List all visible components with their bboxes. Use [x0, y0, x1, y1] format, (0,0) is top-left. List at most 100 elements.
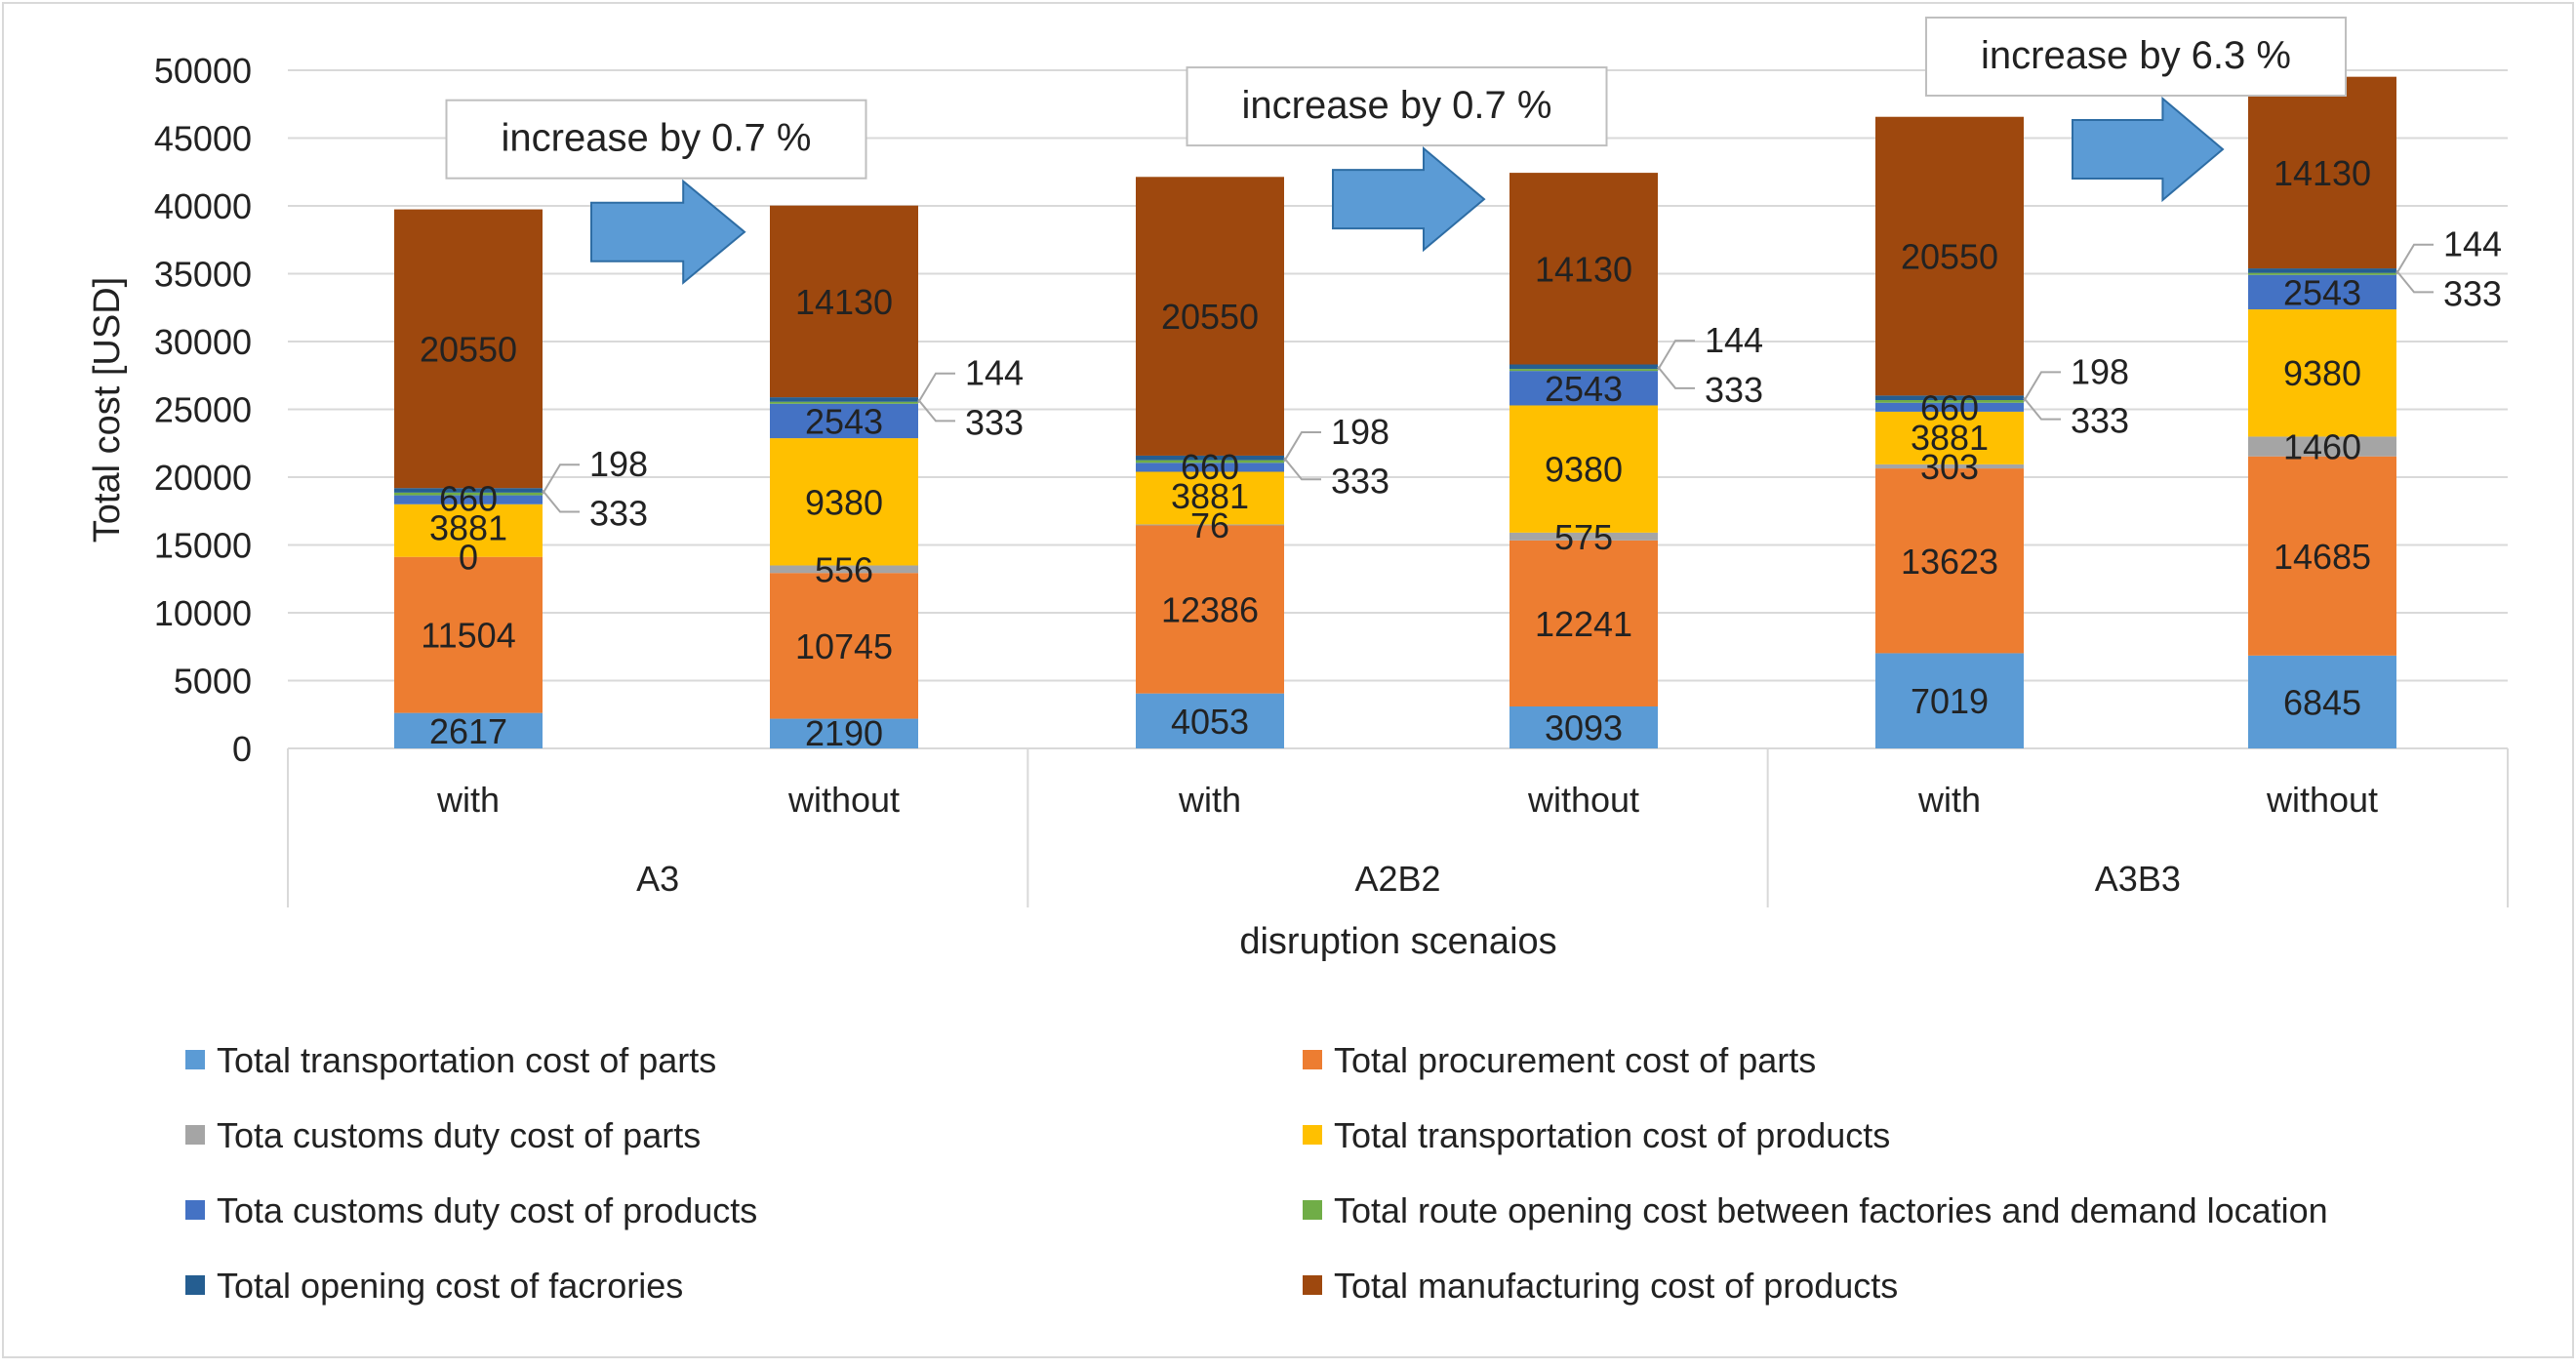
legend-swatch	[185, 1125, 205, 1145]
data-label: 20550	[1901, 237, 1998, 277]
callout-line	[542, 489, 580, 513]
bar-segment	[394, 503, 543, 557]
annotation-text: increase by 0.7 %	[502, 117, 812, 160]
y-tick-label: 40000	[154, 186, 252, 226]
callouts: 198 333 144 333 198 333 144 333 198 333 144 333	[542, 224, 2502, 534]
data-label: 12386	[1161, 590, 1259, 630]
axes: 0 5000 10000 15000 20000 25000 30000 35000 40000…	[154, 51, 2509, 907]
bar-segment	[2248, 655, 2396, 748]
callout-line	[2395, 243, 2434, 275]
x-tick-label: with	[436, 780, 500, 820]
bar-segment	[770, 565, 918, 574]
data-label: 333	[1705, 370, 1763, 410]
bar-segment	[1136, 460, 1284, 463]
annotation-box	[1186, 66, 1608, 147]
legend-swatch	[1303, 1200, 1322, 1220]
callout-line	[1283, 430, 1321, 463]
bar-segment	[1136, 471, 1284, 525]
data-label: 20550	[1161, 297, 1259, 337]
x-axis-label: disruption scenaios	[1239, 921, 1556, 962]
bar-segment	[1509, 532, 1658, 541]
data-label: 13623	[1901, 542, 1998, 582]
callout-line	[1657, 366, 1695, 389]
y-axis-label: Total cost [USD]	[87, 277, 128, 543]
legend-label: Total manufacturing cost of products	[1334, 1266, 1898, 1306]
data-label: 20550	[420, 329, 517, 369]
bar-segment	[1875, 653, 2024, 748]
bar-segment	[1875, 395, 2024, 400]
data-label: 7019	[1911, 681, 1989, 721]
bar-segment	[1875, 402, 2024, 412]
data-label: 333	[2071, 401, 2129, 441]
annotation-box	[1925, 17, 2347, 97]
data-label: 3093	[1545, 708, 1623, 748]
bars	[394, 76, 2396, 748]
data-label: 333	[2443, 273, 2502, 313]
legend-label: Tota customs duty cost of products	[217, 1190, 757, 1230]
bar-segment	[2248, 309, 2396, 437]
increase-arrow	[2072, 96, 2225, 203]
callout-line	[2023, 371, 2061, 402]
annotation-text: increase by 6.3 %	[1981, 34, 2291, 77]
data-label: 14685	[2274, 537, 2371, 577]
data-label: 333	[965, 402, 1024, 442]
bar-segment	[1875, 411, 2024, 464]
bar-segment	[1136, 463, 1284, 472]
data-label: 12241	[1535, 604, 1632, 644]
bar-segment	[770, 573, 918, 719]
data-label: 198	[589, 444, 648, 484]
bar-segment	[770, 401, 918, 404]
data-label: 1460	[2283, 427, 2361, 467]
data-label: 144	[1705, 320, 1763, 360]
bar-segment	[2248, 268, 2396, 273]
legend-label: Tota customs duty cost of parts	[217, 1115, 701, 1155]
data-label: 575	[1554, 517, 1613, 557]
legend-label: Total route opening cost between factori…	[1334, 1190, 2328, 1230]
group-label: A3B3	[2095, 859, 2181, 899]
data-label: 660	[1181, 447, 1239, 487]
annotation-text: increase by 0.7 %	[1242, 84, 1552, 127]
bar-segment	[1875, 116, 2024, 396]
bar-segment	[2248, 76, 2396, 269]
y-tick-label: 20000	[154, 458, 252, 498]
legend-swatch	[1303, 1125, 1322, 1145]
bar-segment	[1509, 405, 1658, 533]
data-label: 144	[965, 353, 1024, 393]
bar-segment	[770, 397, 918, 402]
y-tick-label: 30000	[154, 322, 252, 362]
group-label: A3	[636, 859, 679, 899]
bar-segment	[2248, 436, 2396, 457]
data-label: 303	[1920, 447, 1979, 487]
annotations: increase by 0.7 % increase by 0.7 % increa…	[445, 17, 2347, 285]
legend-swatch	[185, 1200, 205, 1220]
y-tick-label: 25000	[154, 390, 252, 430]
data-label: 2543	[805, 401, 883, 441]
bar-segment	[394, 556, 543, 713]
y-tick-label: 10000	[154, 593, 252, 633]
data-label: 76	[1190, 505, 1229, 545]
data-label: 198	[1331, 412, 1389, 452]
legend: Total transportation cost of parts Total …	[185, 1040, 2328, 1306]
data-label: 3881	[1171, 476, 1249, 516]
bar-segment	[2248, 274, 2396, 310]
bar-segment	[394, 209, 543, 489]
x-tick-label: without	[2266, 780, 2378, 820]
y-tick-label: 35000	[154, 255, 252, 295]
data-label: 3881	[1911, 418, 1989, 458]
data-label: 14130	[1535, 249, 1632, 289]
data-label: 10745	[795, 626, 893, 666]
data-label: 556	[815, 549, 873, 589]
legend-label: Total transportation cost of parts	[217, 1040, 716, 1080]
data-label: 2617	[429, 711, 507, 751]
bar-segment	[1509, 540, 1658, 707]
callout-line	[917, 398, 955, 423]
legend-swatch	[185, 1050, 205, 1069]
callout-line	[917, 372, 955, 404]
bar-segment	[394, 712, 543, 748]
y-tick-label: 0	[232, 729, 252, 769]
data-label: 144	[2443, 224, 2502, 264]
bar-segment	[1509, 369, 1658, 372]
legend-label: Total transportation cost of products	[1334, 1115, 1890, 1155]
